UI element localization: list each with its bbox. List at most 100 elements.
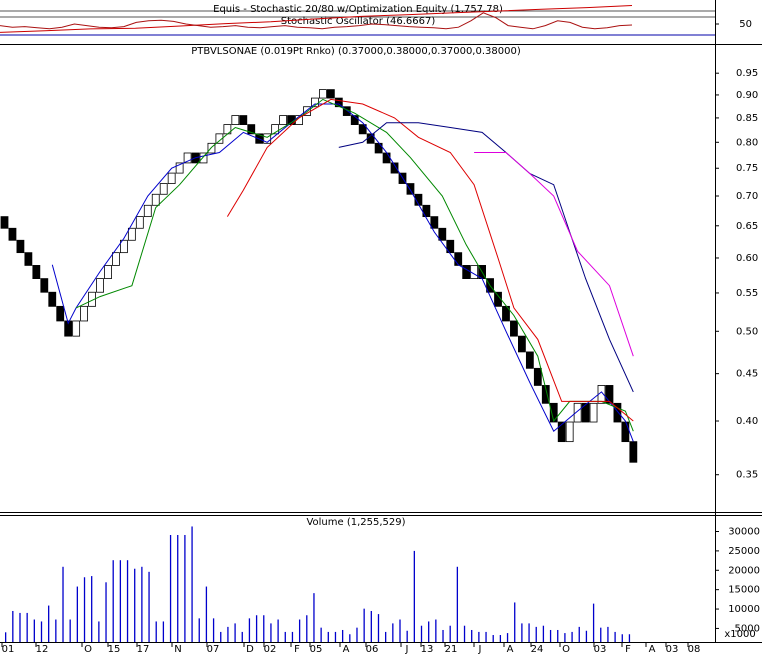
volume-bar [62, 566, 64, 642]
x-tick-label: 06 [366, 644, 379, 655]
renko-brick [422, 204, 431, 218]
osc-line [0, 5, 633, 33]
x-tick-label: 08 [688, 644, 701, 655]
volume-bar [399, 619, 401, 642]
volume-bar [19, 612, 21, 642]
renko-brick [406, 183, 415, 195]
volume-bar [306, 615, 308, 642]
volume-title: Volume (1,255,529) [306, 517, 405, 528]
renko-brick [390, 162, 399, 174]
renko-brick [541, 385, 550, 404]
volume-bar [212, 618, 215, 642]
volume-bar [506, 633, 509, 642]
y-tick-label: 5000 [735, 623, 760, 634]
volume-bar [112, 560, 114, 642]
volume-bar [370, 610, 372, 642]
volume-bar [628, 634, 631, 642]
renko-brick [279, 115, 288, 125]
volume-bar [406, 630, 408, 642]
x-tick-label: O [562, 644, 570, 655]
x-tick-label: F [625, 644, 631, 655]
volume-bar [392, 623, 394, 642]
volume-bar [277, 619, 279, 642]
renko-brick [518, 335, 526, 353]
renko-brick [80, 305, 88, 322]
volume-bar [284, 631, 286, 642]
y-tick-label: 10000 [728, 604, 760, 615]
volume-bar [12, 610, 14, 642]
volume-bar [5, 632, 7, 642]
volume-bar [220, 631, 222, 642]
volume-bar [141, 566, 143, 642]
y-tick-label: 0.45 [736, 369, 758, 380]
volume-bar [428, 621, 430, 642]
y-tick-label: 0.40 [736, 416, 758, 427]
x-tick-label: A [343, 644, 350, 655]
volume-bar [435, 619, 437, 642]
moving-average [226, 98, 634, 422]
x-tick-label: O [84, 644, 92, 655]
x-tick-label: 15 [108, 644, 121, 655]
renko-brick [326, 89, 335, 99]
renko-brick [613, 402, 622, 423]
volume-bar [33, 619, 35, 642]
renko-brick [621, 421, 630, 443]
renko-brick [32, 265, 41, 279]
renko-brick [374, 142, 383, 154]
volume-bar [184, 534, 186, 642]
volume-bar [270, 623, 272, 642]
volume-bar [320, 627, 322, 642]
renko-brick [112, 252, 120, 266]
volume-bar [98, 621, 100, 642]
x-tick-label: 02 [264, 644, 277, 655]
volume-bar [585, 630, 588, 642]
volume-bar [191, 526, 193, 642]
renko-brick [127, 227, 136, 241]
volume-bar [291, 631, 294, 642]
y-tick-label: 0.90 [736, 90, 758, 101]
renko-brick [8, 227, 17, 241]
volume-bar [162, 621, 165, 642]
renko-brick [382, 152, 391, 164]
volume-bar [26, 612, 28, 642]
renko-brick [462, 265, 471, 279]
volume-bar [40, 621, 43, 642]
volume-bar [55, 619, 57, 642]
renko-brick [581, 402, 590, 423]
volume-bar [557, 629, 559, 642]
volume-bar [542, 625, 545, 642]
volume-bar [514, 602, 516, 642]
x-tick-label: 05 [310, 644, 323, 655]
renko-brick [199, 152, 208, 164]
x-tick-label: A [649, 644, 656, 655]
volume-bar [420, 625, 423, 642]
y-tick-label: 0.70 [736, 191, 758, 202]
volume-bar [241, 631, 243, 642]
y-tick-label: 0.35 [736, 470, 758, 481]
volume-unit: x1000 [724, 629, 755, 640]
renko-brick [605, 385, 614, 404]
renko-brick [358, 124, 367, 135]
renko-brick [104, 265, 112, 279]
volume-bar [377, 614, 380, 642]
volume-bar [478, 631, 480, 642]
volume-bar [227, 626, 229, 642]
x-tick-label: F [294, 644, 300, 655]
volume-bar [564, 633, 566, 642]
volume-bar [313, 593, 315, 642]
y-tick-label: 15000 [728, 585, 760, 596]
y-tick-label: 0.95 [736, 68, 758, 79]
y-tick-label: 0.55 [736, 288, 758, 299]
y-tick-label: 0.50 [736, 326, 758, 337]
renko-brick [454, 252, 463, 266]
osc-title: Stochastic Oscillator (46.6667) [281, 16, 436, 27]
volume-bar [234, 623, 236, 642]
osc-line [0, 12, 633, 30]
volume-bar [449, 625, 451, 642]
x-tick-label: J [405, 644, 409, 655]
renko-brick [438, 227, 447, 241]
volume-bar [48, 605, 50, 642]
volume-bar [485, 631, 487, 642]
volume-bar [349, 634, 351, 642]
